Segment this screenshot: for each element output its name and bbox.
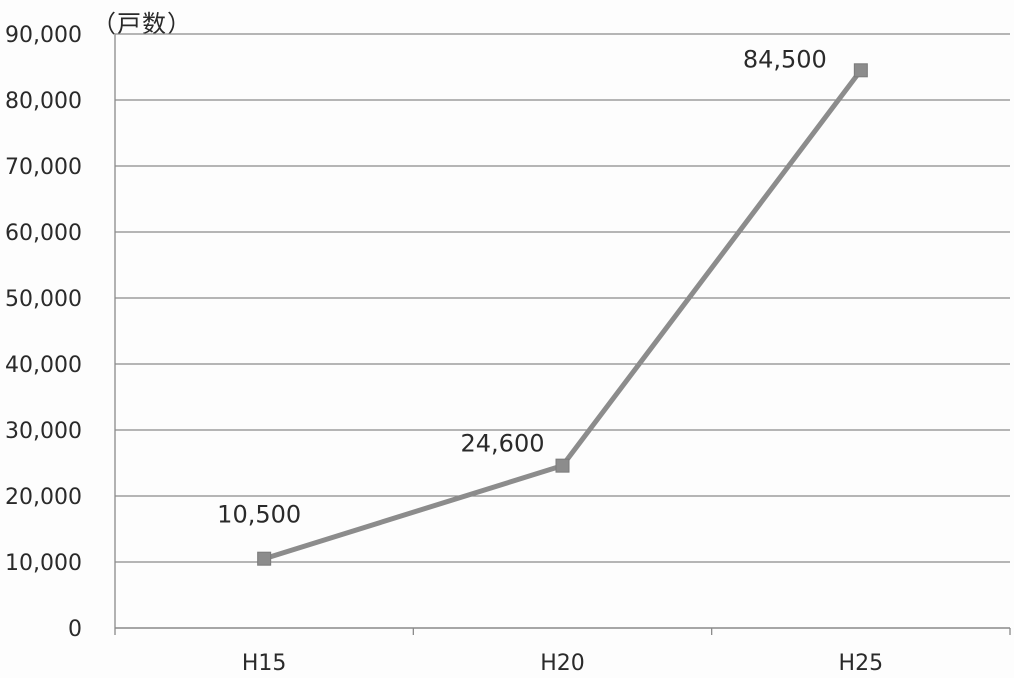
y-tick-label-30000: 30,000 — [5, 419, 82, 444]
y-tick-label-10000: 10,000 — [5, 551, 82, 576]
y-tick-label-80000: 80,000 — [5, 89, 82, 114]
series-0 — [257, 63, 868, 566]
y-tick-label-20000: 20,000 — [5, 485, 82, 510]
y-tick-label-0: 0 — [68, 617, 82, 642]
data-label-H15: 10,500 — [217, 501, 301, 529]
y-tick-label-90000: 90,000 — [5, 23, 82, 48]
x-tick-label-H25: H25 — [839, 651, 884, 676]
x-tick-label-H20: H20 — [540, 651, 585, 676]
data-point-H25 — [853, 63, 868, 78]
y-axis-unit-label: （戸数） — [92, 10, 192, 38]
y-tick-labels: 0 10,000 20,000 30,000 40,000 50,000 60,000 70,… — [5, 23, 82, 642]
data-point-H15 — [257, 551, 272, 566]
y-tick-label-50000: 50,000 — [5, 287, 82, 312]
series-line — [261, 67, 864, 562]
x-tick-label-H15: H15 — [242, 651, 287, 676]
y-tick-label-60000: 60,000 — [5, 221, 82, 246]
x-tick-labels: H15 H20 H25 — [242, 651, 883, 676]
axes — [114, 34, 1011, 635]
gridlines — [115, 33, 1010, 563]
data-labels: 10,500 24,600 84,500 — [217, 45, 827, 528]
data-label-H25: 84,500 — [743, 45, 827, 73]
data-point-H20 — [555, 458, 570, 473]
y-tick-label-70000: 70,000 — [5, 155, 82, 180]
data-label-H20: 24,600 — [461, 430, 545, 458]
y-tick-label-40000: 40,000 — [5, 353, 82, 378]
